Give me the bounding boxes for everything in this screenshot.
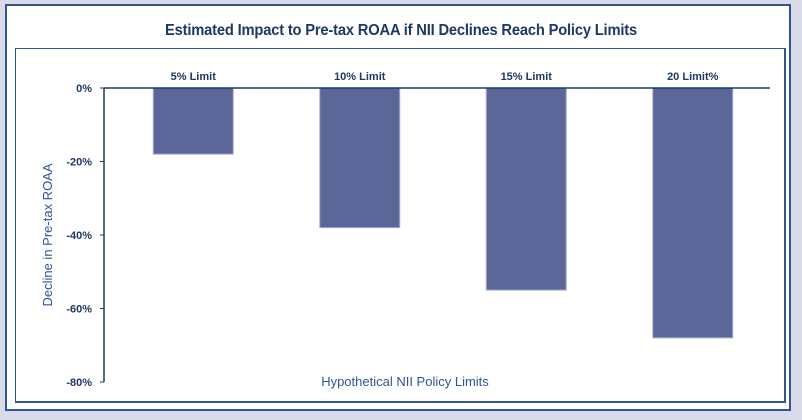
category-label: 5% Limit <box>171 71 217 83</box>
x-axis-title: Hypothetical NII Policy Limits <box>321 374 489 389</box>
bar-4 <box>652 87 734 339</box>
bars <box>152 87 734 339</box>
y-tick-label: -60% <box>66 304 92 316</box>
bar-3 <box>485 87 567 291</box>
category-labels: 5% Limit 10% Limit 15% Limit 20 Limit% <box>171 71 719 83</box>
bar-2 <box>319 87 401 229</box>
y-tick-label: -40% <box>66 230 92 242</box>
category-label: 15% Limit <box>501 71 553 83</box>
y-tick-label: -80% <box>66 377 92 389</box>
chart-title: Estimated Impact to Pre-tax ROAA if NII … <box>164 22 638 39</box>
y-axis: 0% -20% -40% -60% -80% <box>66 83 105 389</box>
bar-1 <box>152 87 234 155</box>
category-label: 20 Limit% <box>667 71 719 83</box>
y-tick-label: -20% <box>66 157 92 169</box>
y-tick-label: 0% <box>76 83 92 95</box>
category-label: 10% Limit <box>334 71 386 83</box>
y-axis-title: Decline in Pre-tax ROAA <box>40 163 55 306</box>
